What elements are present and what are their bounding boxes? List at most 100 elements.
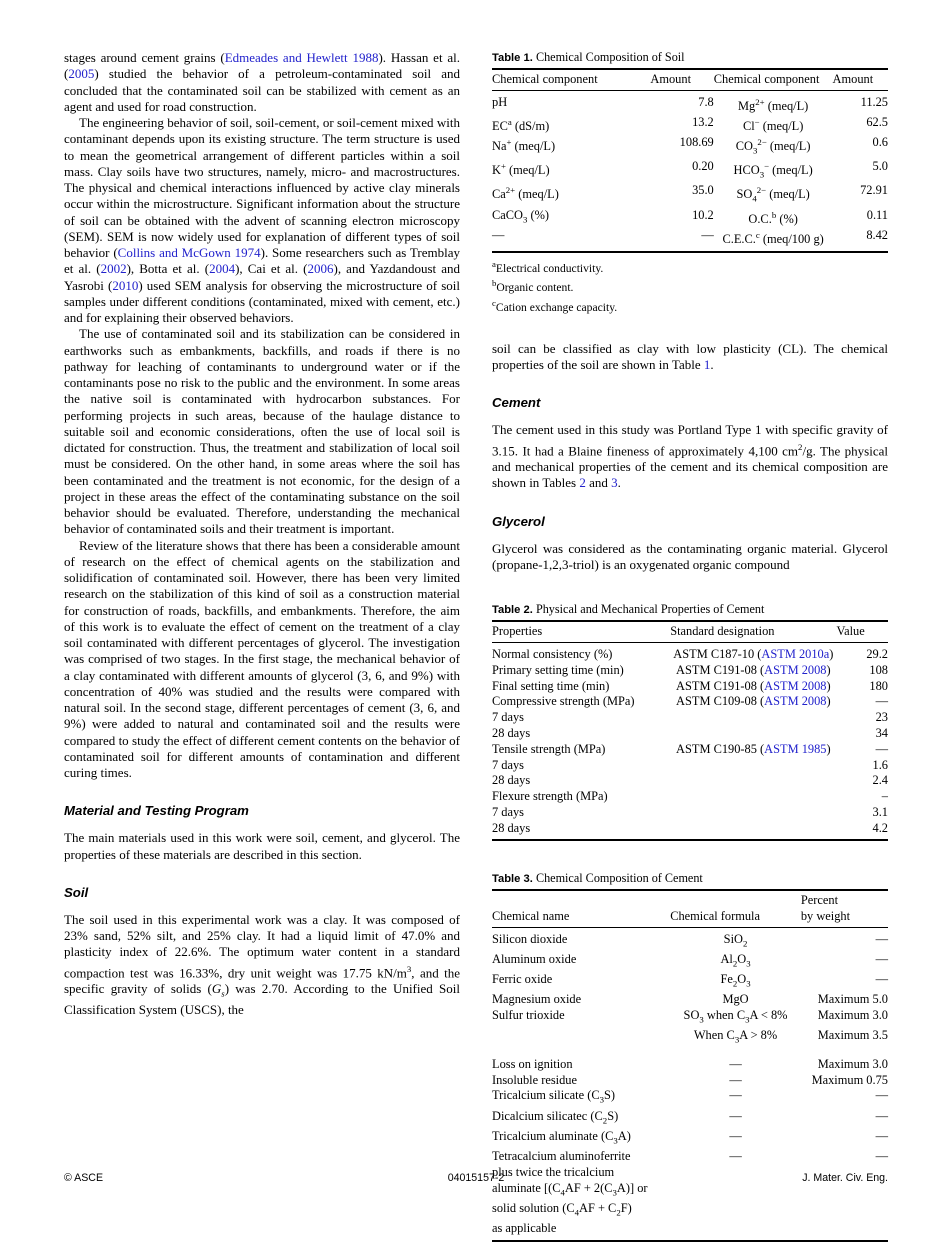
table-1-label: Table 1.	[492, 52, 533, 64]
citation-link[interactable]: ASTM 2008	[764, 694, 827, 709]
citation-link[interactable]: ASTM 2008	[764, 678, 827, 693]
table-row: 28 days 2.4	[492, 773, 888, 789]
table-2-cell-value: 29.2	[866, 646, 888, 661]
table-2-cell-value: 34	[875, 725, 888, 740]
table-row: Normal consistency (%) ASTM C187-10 (ASTM…	[492, 643, 888, 663]
table-1-cell-amount-right: 11.25	[860, 94, 888, 109]
table-2: Table 2. Physical and Mechanical Propert…	[492, 602, 888, 842]
table-3-col-header-1: Chemical name	[492, 889, 671, 929]
table-row: pH 7.8 Mg2+ (meq/L) 11.25	[492, 91, 888, 115]
table-2-cell-value: 180	[869, 678, 888, 693]
table-1-col-header-3: Chemical component	[713, 68, 833, 92]
table-row: ECa (dS/m) 13.2 Cl− (meq/L) 62.5	[492, 115, 888, 135]
table-3-cell-percent: —	[875, 1088, 888, 1103]
citation-link[interactable]: 3	[611, 475, 618, 491]
citation-link[interactable]: ASTM 2008	[764, 662, 827, 677]
table-row: CaCO3 (%) 10.2 O.C.b (%) 0.11	[492, 208, 888, 228]
table-3-col-header-3: Percent by weight	[800, 889, 888, 929]
paragraph-cement: The cement used in this study was Portla…	[492, 422, 888, 491]
table-3-cell-formula	[670, 1201, 801, 1221]
table-1-cell-amount-left: 35.0	[692, 183, 714, 198]
table-row: When C3A > 8% Maximum 3.5	[492, 1028, 888, 1048]
table-3-cell-formula: —	[729, 1072, 742, 1087]
table-3-header-row: Chemical name Chemical formula Percent b…	[492, 889, 888, 929]
table-1-cell-amount-right: 8.42	[832, 228, 888, 253]
table-3-cell-formula: SO3 when C3A < 8%	[683, 1008, 788, 1025]
table-3-cell-percent: Maximum 3.0	[817, 1008, 888, 1023]
citation-link[interactable]: 1	[703, 357, 711, 373]
table-3-cell-percent	[800, 1221, 888, 1242]
spacer	[492, 530, 888, 541]
paragraph-material: The main materials used in this work wer…	[64, 830, 460, 862]
table-3-cell-percent: Maximum 5.0	[817, 992, 888, 1007]
table-2-cell-standard: ASTM C191-08 (ASTM 2008)	[676, 678, 831, 693]
section-heading-cement: Cement	[492, 395, 541, 411]
citation-link[interactable]: 2006	[307, 261, 334, 277]
table-row: Silicon dioxide SiO2 —	[492, 928, 888, 952]
table-row: Final setting time (min) ASTM C191-08 (AS…	[492, 679, 888, 695]
table-2-cell-standard	[670, 773, 836, 789]
table-row: solid solution (C4AF + C2F)	[492, 1201, 888, 1221]
table-row: Ferric oxide Fe2O3 —	[492, 972, 888, 992]
section-heading-material-and-testing-program: Material and Testing Program	[64, 803, 249, 819]
table-1-col-header-2: Amount	[650, 68, 714, 92]
table-2-cell-property: Tensile strength (MPa)	[492, 741, 606, 756]
paragraph-right-1: soil can be classified as clay with low …	[492, 340, 888, 373]
table-3-caption: Table 3. Chemical Composition of Cement	[492, 871, 888, 886]
table-row: Sulfur trioxide SO3 when C3A < 8% Maximum …	[492, 1008, 888, 1028]
citation-link[interactable]: 2002	[100, 261, 127, 277]
table-2-cell-value: –	[881, 789, 888, 804]
table-1-cell-component-right: Mg2+ (meq/L)	[738, 96, 809, 113]
table-1-cell-component-left: CaCO3 (%)	[492, 207, 550, 225]
table-1-col-header-1: Chemical component	[492, 68, 651, 92]
table-1-cell-component-right: SO42− (meq/L)	[736, 185, 810, 205]
table-3-cell-name: aluminate [(C4AF + 2(C3A)] or	[492, 1180, 648, 1198]
table-2-cell-property: Flexure strength (MPa)	[492, 789, 608, 804]
table-2-cell-value: 4.2	[836, 820, 888, 842]
citation-link[interactable]: Edmeades and Hewlett 1988	[224, 50, 379, 65]
right-column: Table 1. Chemical Composition of Soil Ch…	[492, 50, 888, 1242]
table-1-cell-component-right: CO32− (meq/L)	[735, 136, 811, 156]
table-1-cell-amount-left: —	[650, 228, 714, 253]
citation-link[interactable]: 2005	[68, 66, 95, 82]
table-3-cell-formula: —	[729, 1128, 742, 1143]
citation-link[interactable]: ASTM 1985	[764, 741, 827, 756]
paragraph-2: The engineering behavior of soil, soil-c…	[64, 115, 461, 325]
table-3-cell-formula: —	[729, 1056, 742, 1071]
table-1: Table 1. Chemical Composition of Soil Ch…	[492, 50, 888, 315]
table-row: Tricalcium silicate (C3S) — —	[492, 1088, 888, 1108]
table-1-cell-amount-right: 0.6	[872, 134, 889, 149]
table-3-cell-formula: MgO	[722, 992, 749, 1007]
table-3-cell-formula	[670, 1221, 801, 1242]
table-3-cell-name: Insoluble residue	[492, 1072, 577, 1087]
table-row: K+ (meq/L) 0.20 HCO3− (meq/L) 5.0	[492, 159, 888, 183]
citation-link[interactable]: 2	[579, 475, 586, 491]
table-row: plus twice the tricalcium	[492, 1165, 888, 1181]
spacer	[64, 819, 460, 830]
citation-link[interactable]: ASTM 2010a	[761, 646, 830, 661]
table-3-cell-name: Magnesium oxide	[492, 992, 582, 1007]
table-row: Tetracalcium aluminoferrite — —	[492, 1149, 888, 1165]
table-2-cell-value: —	[875, 741, 888, 756]
table-1-title: Chemical Composition of Soil	[535, 50, 685, 64]
citation-link[interactable]: 2010	[112, 277, 139, 293]
paragraph-glycerol: Glycerol was considered as the contamina…	[492, 540, 888, 572]
table-row: Tricalcium aluminate (C3A) — —	[492, 1129, 888, 1149]
table-3-cell-percent: —	[875, 931, 888, 946]
table-2-cell-property: 28 days	[492, 820, 671, 842]
table-3-cell-name: Dicalcium silicatec (C2S)	[492, 1108, 619, 1126]
table-2-col-header-1: Properties	[492, 620, 671, 644]
citation-link[interactable]: 2004	[209, 261, 236, 277]
citation-link[interactable]: Collins and McGown 1974	[117, 245, 261, 260]
table-3-col-header-3-line1: Percent	[800, 893, 839, 908]
table-3-cell-name: plus twice the tricalcium	[492, 1164, 615, 1179]
table-row: Tensile strength (MPa) ASTM C190-85 (ASTM…	[492, 742, 888, 758]
table-1-grid: Chemical component Amount Chemical compo…	[492, 68, 888, 253]
table-2-cell-standard	[670, 758, 836, 774]
table-2-caption: Table 2. Physical and Mechanical Propert…	[492, 602, 888, 617]
spacer	[64, 863, 460, 885]
table-row: 7 days 1.6	[492, 758, 888, 774]
table-2-cell-property: Final setting time (min)	[492, 678, 610, 693]
table-2-cell-standard	[670, 726, 836, 742]
left-column: stages around cement grains (Edmeades an…	[64, 50, 460, 1018]
